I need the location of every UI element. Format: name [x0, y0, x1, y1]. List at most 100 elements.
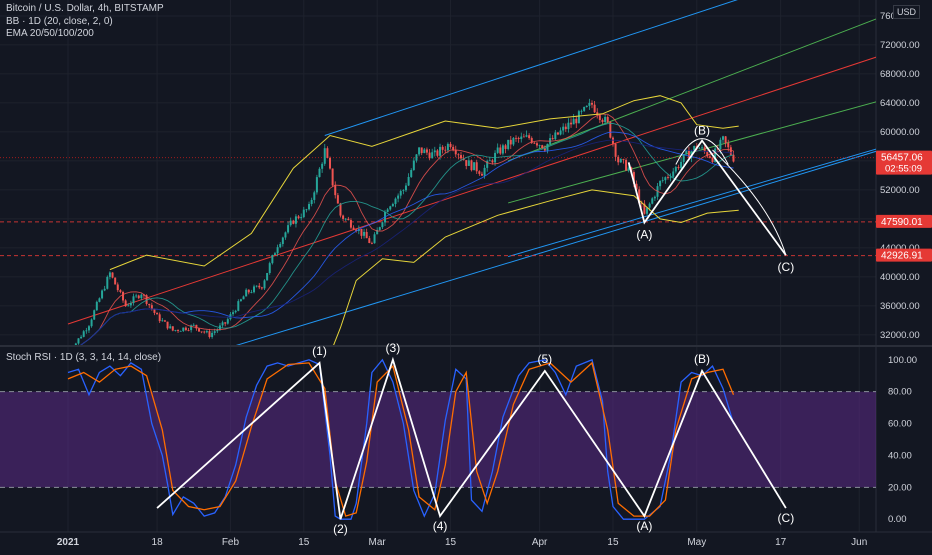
candle-body — [273, 253, 276, 256]
candle-body — [554, 132, 557, 140]
candle-body — [302, 209, 305, 218]
candle-body — [674, 166, 677, 172]
candle-body — [661, 180, 664, 181]
channel-line — [324, 0, 738, 137]
stoch-tick-label: 0.00 — [888, 514, 907, 525]
candle-body — [108, 272, 111, 277]
candle-body — [517, 138, 520, 140]
candle-body — [221, 322, 224, 326]
candle-body — [242, 296, 245, 300]
candle-body — [504, 145, 507, 149]
candle-body — [507, 139, 510, 149]
candle-body — [373, 234, 376, 244]
candle-body — [651, 198, 654, 204]
stoch-wave-label-b: (B) — [694, 352, 710, 366]
candle-body — [732, 154, 735, 162]
stoch-wave-label-1: (1) — [312, 344, 327, 358]
candle-body — [614, 143, 617, 157]
candle-body — [452, 146, 455, 151]
candle-body — [708, 156, 711, 158]
candle-body — [512, 137, 515, 145]
candle-body — [473, 162, 476, 171]
price-tick-label: 40000.00 — [880, 272, 920, 283]
candle-body — [425, 149, 428, 153]
candle-body — [444, 149, 447, 151]
candle-body — [724, 136, 727, 144]
candle-body — [347, 218, 350, 221]
candle-body — [182, 327, 185, 331]
stoch-tick-label: 60.00 — [888, 419, 912, 430]
candle-body — [342, 215, 345, 219]
x-tick-label: Feb — [222, 537, 240, 548]
candle-body — [195, 324, 198, 329]
candle-body — [106, 276, 109, 289]
stoch-rsi-legend: Stoch RSI · 1D (3, 3, 14, 14, close) — [6, 352, 162, 363]
candle-body — [515, 137, 518, 139]
candle-body — [90, 319, 93, 327]
candle-body — [158, 314, 161, 322]
candle-body — [441, 146, 444, 150]
candle-body — [122, 291, 125, 301]
stoch-tick-label: 40.00 — [888, 450, 912, 461]
candle-body — [87, 326, 90, 331]
candle-body — [250, 292, 253, 293]
candle-body — [200, 331, 203, 333]
candle-body — [478, 171, 481, 174]
candle-body — [344, 218, 347, 220]
candle-body — [281, 237, 284, 244]
candle-body — [635, 183, 638, 190]
candle-body — [169, 326, 172, 329]
price-tag-countdown: 02:55:09 — [885, 164, 922, 175]
wave-arc — [675, 138, 729, 165]
candle-body — [80, 336, 83, 339]
candle-body — [467, 160, 470, 166]
price-tick-label: 64000.00 — [880, 98, 920, 109]
candle-body — [449, 143, 452, 147]
candle-body — [308, 204, 311, 210]
candle-body — [625, 159, 628, 171]
candle-body — [378, 227, 381, 230]
candle-body — [677, 166, 680, 169]
candle-body — [606, 116, 609, 122]
candle-body — [116, 284, 119, 291]
candle-body — [543, 148, 546, 151]
candle-body — [486, 160, 489, 168]
stoch-wave-label-5: (5) — [538, 352, 553, 366]
candle-body — [520, 136, 523, 140]
candle-body — [706, 151, 709, 157]
bb-lower-line — [333, 189, 739, 345]
ema-line — [80, 122, 734, 345]
candle-body — [114, 277, 117, 285]
candle-body — [386, 209, 389, 212]
candle-body — [436, 150, 439, 156]
candle-body — [166, 321, 169, 329]
candle-body — [203, 331, 206, 333]
candle-body — [127, 305, 130, 307]
candle-body — [171, 326, 174, 331]
stoch-wave-label-a: (A) — [636, 519, 652, 533]
candle-body — [135, 295, 138, 297]
candle-body — [326, 148, 329, 158]
candle-body — [208, 331, 211, 337]
stoch-k-line — [67, 358, 735, 520]
x-tick-label: 15 — [298, 537, 310, 548]
ema-line — [80, 139, 734, 345]
candle-body — [499, 147, 502, 154]
candle-body — [258, 285, 261, 288]
wave-curve — [712, 149, 787, 256]
candles — [74, 98, 735, 345]
candle-body — [533, 142, 536, 144]
candle-body — [74, 343, 77, 345]
candle-body — [239, 299, 242, 302]
candle-body — [412, 160, 415, 170]
currency-label[interactable]: USD — [893, 5, 921, 19]
candle-body — [329, 157, 331, 169]
candle-body — [727, 143, 730, 148]
candle-body — [211, 332, 214, 337]
candle-body — [601, 119, 604, 123]
candle-body — [407, 176, 410, 186]
candle-body — [703, 147, 706, 152]
candle-body — [129, 302, 132, 306]
